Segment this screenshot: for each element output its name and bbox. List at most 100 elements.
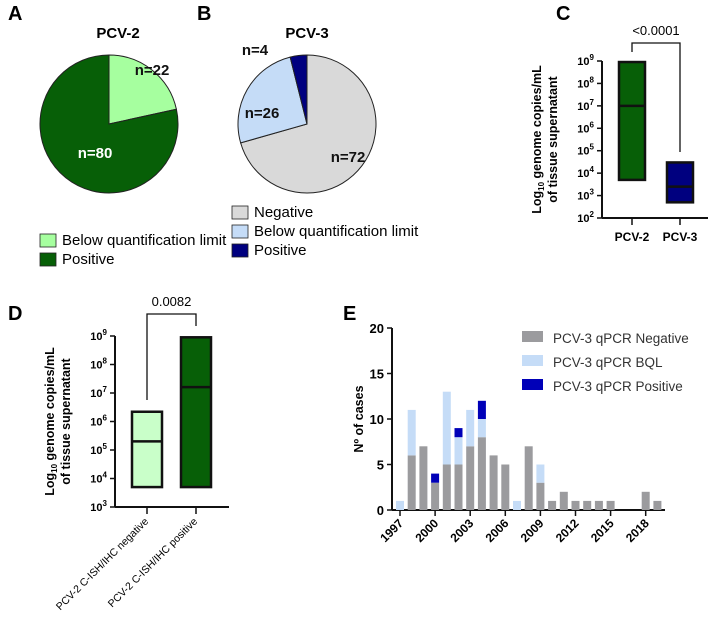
- slice-label: n=4: [242, 42, 269, 59]
- slice-label: n=80: [78, 145, 113, 162]
- y-tick-label: 107: [90, 385, 107, 400]
- slice-label: n=72: [331, 149, 366, 166]
- legend-swatch: [231, 243, 249, 258]
- box: [179, 336, 213, 489]
- pie-slice: [108, 54, 177, 125]
- legend-swatch: [39, 233, 57, 248]
- bar-segment: [524, 446, 533, 510]
- y-axis-label: Log10 genome copies/mL: [530, 65, 546, 214]
- y-tick-label: 108: [90, 357, 107, 372]
- bar-segment: [419, 446, 428, 510]
- bar-segment: [442, 391, 451, 465]
- panel-label: A: [8, 3, 22, 25]
- y-tick-label: 109: [577, 53, 594, 68]
- box: [665, 161, 695, 204]
- bar-segment: [501, 464, 510, 510]
- legend-label: PCV-3 qPCR BQL: [553, 355, 663, 370]
- box: [130, 410, 164, 489]
- bar-segment: [477, 437, 486, 510]
- y-axis-label: of tissue supernatant: [59, 357, 73, 484]
- x-tick-label: PCV-2 C-ISH/IHC positive: [106, 516, 200, 610]
- panel-label: D: [8, 303, 22, 325]
- bar-segment: [407, 455, 416, 510]
- bar-segment: [466, 409, 475, 447]
- y-tick-label: 104: [577, 165, 594, 180]
- y-tick-label: 5: [377, 458, 384, 473]
- bar-segment: [442, 464, 451, 510]
- x-tick-label: 1997: [377, 516, 406, 545]
- bar-segment: [396, 500, 404, 510]
- y-tick-label: 106: [90, 414, 107, 429]
- legend-swatch: [231, 224, 249, 239]
- y-tick-label: 109: [90, 328, 107, 343]
- p-value: 0.0082: [152, 294, 192, 309]
- bar-segment: [477, 419, 486, 438]
- bar-segment: [559, 491, 568, 510]
- legend-label: PCV-3 qPCR Negative: [553, 331, 689, 346]
- x-tick-label: PCV-3: [663, 230, 698, 244]
- bar-segment: [454, 428, 463, 438]
- bar-segment: [653, 500, 662, 510]
- bar-segment: [466, 446, 475, 510]
- panel-label: B: [197, 3, 211, 25]
- bar-segment: [431, 473, 440, 483]
- y-tick-label: 102: [577, 210, 594, 225]
- y-axis-label: of tissue supernatant: [546, 75, 560, 202]
- legend-label: Positive: [254, 242, 307, 259]
- slice-label: n=26: [245, 105, 280, 122]
- pie-title: PCV-2: [96, 25, 139, 42]
- y-tick-label: 10: [370, 412, 384, 427]
- legend-swatch: [522, 331, 543, 342]
- bar-segment: [454, 464, 463, 510]
- x-tick-label: 2009: [518, 516, 547, 545]
- bar-segment: [594, 500, 603, 510]
- legend-label: Negative: [254, 204, 313, 221]
- legend-swatch: [522, 379, 543, 390]
- bar-segment: [548, 500, 557, 510]
- y-tick-label: 108: [577, 75, 594, 90]
- legend-label: PCV-3 qPCR Positive: [553, 379, 683, 394]
- bar-segment: [489, 455, 498, 510]
- y-tick-label: 103: [577, 188, 594, 203]
- y-axis-label: Nº of cases: [352, 385, 366, 452]
- y-tick-label: 20: [370, 321, 384, 336]
- bar-segment: [583, 500, 592, 510]
- panel-label: C: [556, 3, 570, 25]
- legend-label: Positive: [62, 251, 115, 268]
- legend-label: Below quantification limit: [62, 232, 227, 249]
- y-tick-label: 106: [577, 120, 594, 135]
- legend-swatch: [522, 355, 543, 366]
- x-tick-label: 2018: [623, 516, 652, 545]
- bar-segment: [513, 500, 521, 510]
- y-tick-label: 104: [90, 471, 107, 486]
- bar-segment: [536, 464, 545, 483]
- pie-slice: [289, 54, 308, 125]
- p-value: <0.0001: [632, 23, 679, 38]
- y-tick-label: 107: [577, 98, 594, 113]
- pie-slice: [240, 54, 377, 194]
- panel-label: E: [343, 303, 356, 325]
- pie-slice: [237, 56, 308, 144]
- significance-bracket: [631, 42, 681, 152]
- x-tick-label: PCV-2: [615, 230, 650, 244]
- x-tick-label: 2006: [483, 516, 512, 545]
- x-tick-label: 2015: [588, 516, 617, 545]
- bar-segment: [641, 491, 650, 510]
- y-axis-label: Log10 genome copies/mL: [43, 347, 59, 496]
- x-tick-label: 2012: [553, 516, 582, 545]
- legend-label: Below quantification limit: [254, 223, 419, 240]
- pie-slice: [39, 54, 179, 194]
- bar-segment: [536, 482, 545, 510]
- bar-segment: [431, 482, 440, 510]
- pie-title: PCV-3: [285, 25, 328, 42]
- x-tick-label: 2003: [448, 516, 477, 545]
- significance-bracket: [146, 313, 197, 400]
- x-tick-label: 2000: [412, 516, 441, 545]
- y-tick-label: 105: [577, 143, 594, 158]
- legend-swatch: [39, 252, 57, 267]
- y-tick-label: 103: [90, 499, 107, 514]
- bar-segment: [477, 400, 486, 419]
- box: [617, 60, 647, 182]
- bar-segment: [606, 500, 615, 510]
